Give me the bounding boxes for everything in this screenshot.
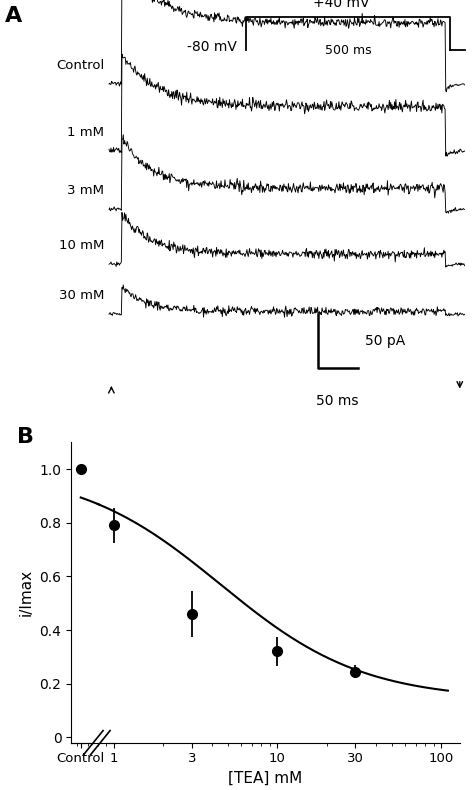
Text: +40 mV: +40 mV xyxy=(313,0,370,10)
Text: 500 ms: 500 ms xyxy=(325,44,372,57)
Text: -80 mV: -80 mV xyxy=(187,40,237,54)
X-axis label: [TEA] mM: [TEA] mM xyxy=(228,771,302,786)
Text: Control: Control xyxy=(56,58,104,72)
Text: 50 ms: 50 ms xyxy=(317,393,359,408)
Text: 50 pA: 50 pA xyxy=(365,334,405,348)
Text: A: A xyxy=(5,6,22,26)
Y-axis label: i/Imax: i/Imax xyxy=(19,569,34,616)
Text: 30 mM: 30 mM xyxy=(59,289,104,302)
Text: 10 mM: 10 mM xyxy=(59,239,104,252)
Text: 3 mM: 3 mM xyxy=(67,184,104,198)
Text: 1 mM: 1 mM xyxy=(67,126,104,138)
Text: B: B xyxy=(17,427,34,447)
